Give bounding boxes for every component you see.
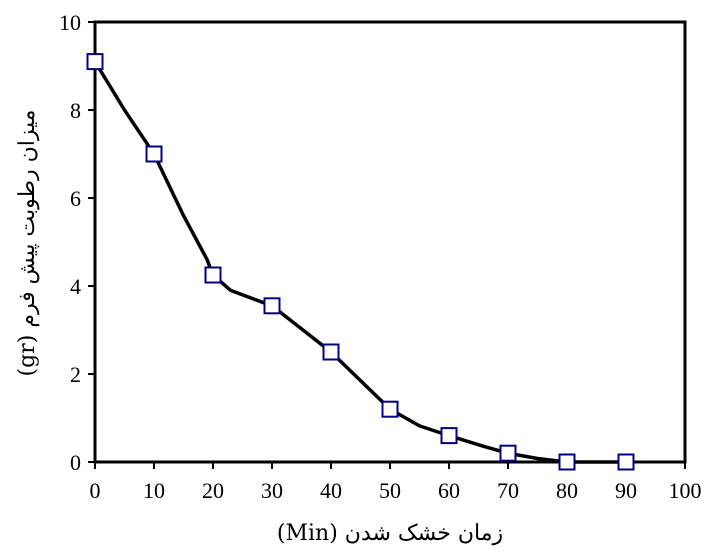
x-tick-label: 40 [320,478,342,503]
x-tick-label: 50 [379,478,401,503]
data-point [558,453,576,471]
y-tick-label: 0 [70,450,81,475]
data-point [204,266,222,284]
data-point [263,297,281,315]
x-tick-label: 10 [143,478,165,503]
data-point [86,53,104,71]
x-tick-label: 90 [615,478,637,503]
x-tick-label: 20 [202,478,224,503]
y-tick-label: 4 [70,274,81,299]
x-axis-title: زمان خشک شدن (Min) [277,521,503,546]
data-point [499,444,517,462]
y-tick-label: 2 [70,362,81,387]
data-point [617,453,635,471]
data-point [440,427,458,445]
x-tick-label: 0 [90,478,101,503]
series-line [93,59,628,464]
x-tick-label: 80 [556,478,578,503]
x-tick-label: 30 [261,478,283,503]
x-tick-label: 100 [669,478,702,503]
plot-area-border [93,20,687,464]
data-point [381,400,399,418]
y-tick-label: 6 [70,186,81,211]
y-tick-label: 10 [59,10,81,35]
y-axis-title: میزان رطوبت پیش فرم (gr) [15,110,40,377]
data-point [145,145,163,163]
y-tick-label: 8 [70,98,81,123]
data-point [322,343,340,361]
x-tick-label: 60 [438,478,460,503]
x-tick-label: 70 [497,478,519,503]
